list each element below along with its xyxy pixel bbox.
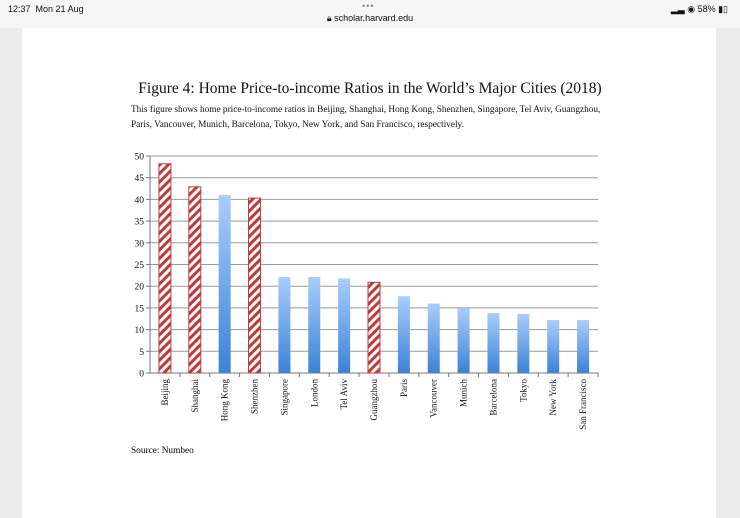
more-dots-icon[interactable]: ••• <box>362 1 375 11</box>
x-tick-label: Beijing <box>160 379 170 406</box>
x-tick-label: New York <box>548 379 558 416</box>
figure-title: Figure 4: Home Price-to-income Ratios in… <box>138 80 602 97</box>
y-tick-label: 15 <box>135 304 145 314</box>
y-tick-label: 35 <box>135 218 145 228</box>
bar-hong-kong <box>218 195 231 373</box>
bar-shenzhen <box>248 197 262 374</box>
y-tick-label: 5 <box>139 348 144 358</box>
y-tick-label: 50 <box>135 153 145 163</box>
x-tick-label: Hong Kong <box>220 379 230 422</box>
bar-singapore <box>278 277 291 373</box>
lock-icon: 🔒︎ <box>326 13 332 23</box>
y-tick-label: 0 <box>139 370 144 380</box>
x-tick-label: San Francisco <box>578 379 588 430</box>
y-tick-label: 25 <box>135 261 145 271</box>
y-tick-label: 45 <box>135 174 145 184</box>
figure-source: Source: Numbeo <box>131 446 194 456</box>
bar-tel-aviv <box>338 278 351 373</box>
x-tick-label: Barcelona <box>488 379 498 415</box>
bar-beijing <box>158 163 172 374</box>
x-tick-label: Tel Aviv <box>339 379 349 410</box>
x-tick-label: Singapore <box>279 379 289 416</box>
y-tick-label: 20 <box>135 283 145 293</box>
x-tick-label: London <box>309 379 319 407</box>
bar-new-york <box>547 320 560 373</box>
url-bar[interactable]: 🔒︎ scholar.harvard.edu <box>326 13 414 23</box>
battery-icon: ▮▯ <box>718 4 728 14</box>
bar-guangzhou <box>367 281 381 374</box>
y-tick-label: 40 <box>135 196 145 206</box>
x-tick-label: Shanghai <box>190 379 200 413</box>
x-tick-label: Munich <box>459 379 469 407</box>
bar-paris <box>397 296 410 373</box>
status-icons: ▂▃ ◉ 58% ▮▯ <box>670 4 728 14</box>
x-tick-label: Shenzhen <box>250 379 260 414</box>
y-tick-label: 30 <box>135 239 145 249</box>
x-tick-label: Guangzhou <box>369 379 379 421</box>
bar-london <box>308 277 321 373</box>
bar-san-francisco <box>577 320 590 373</box>
status-bar: 12:37 Mon 21 Aug ••• 🔒︎ scholar.harvard.… <box>0 0 740 28</box>
x-tick-label: Tokyo <box>518 379 528 402</box>
x-tick-label: Paris <box>399 379 409 397</box>
bar-tokyo <box>517 313 530 373</box>
bar-barcelona <box>487 313 500 373</box>
bar-vancouver <box>427 303 440 373</box>
bar-shanghai <box>188 186 202 374</box>
figure-description: This figure shows home price-to-income r… <box>131 105 601 130</box>
bar-munich <box>457 308 470 373</box>
document-page <box>22 28 716 518</box>
status-time: 12:37 Mon 21 Aug <box>8 4 84 14</box>
x-tick-label: Vancouver <box>429 379 439 417</box>
y-tick-label: 10 <box>135 326 145 336</box>
